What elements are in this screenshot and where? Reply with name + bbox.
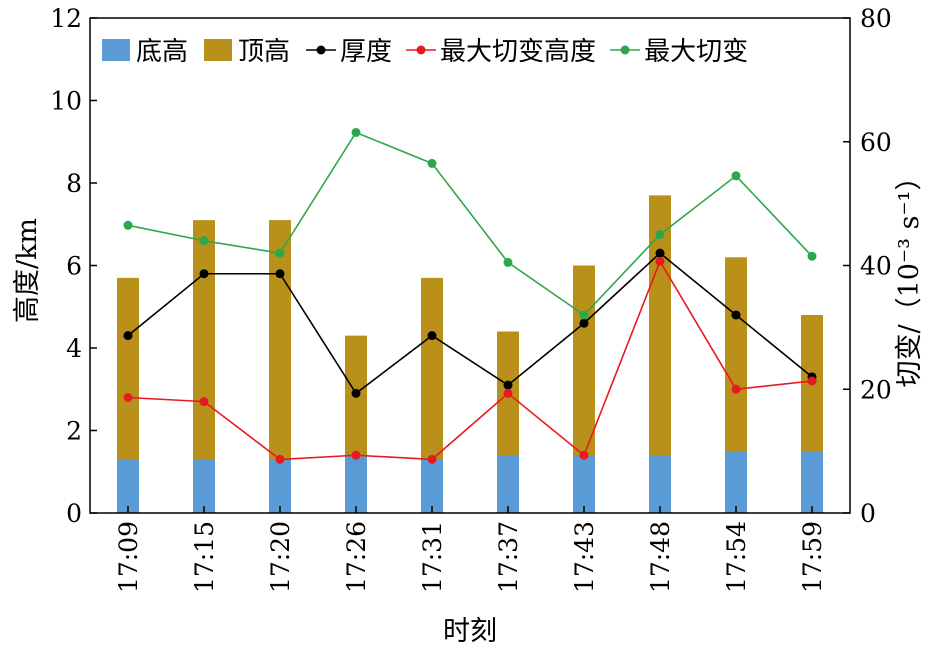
x-tick-label: 17:37 xyxy=(494,521,523,593)
y-axis-title: 高度/km xyxy=(12,218,43,323)
series-point-2 xyxy=(731,171,741,181)
series-point-1 xyxy=(579,450,589,460)
series-point-1 xyxy=(351,450,361,460)
series-point-0 xyxy=(123,331,133,341)
x-tick-label: 17:43 xyxy=(570,521,599,593)
legend-label: 底高 xyxy=(136,37,188,67)
series-line-1 xyxy=(127,259,813,461)
series-point-0 xyxy=(351,388,361,398)
series-point-2 xyxy=(123,220,133,230)
series-point-2 xyxy=(351,127,361,137)
series-point-2 xyxy=(807,251,817,261)
series-point-2 xyxy=(427,158,437,168)
y-tick-label: 2 xyxy=(66,417,82,446)
y-tick-label: 0 xyxy=(66,499,82,528)
y-tick-label: 8 xyxy=(66,169,82,198)
series-point-1 xyxy=(807,376,817,386)
y-tick-label: 4 xyxy=(66,334,82,363)
series-point-1 xyxy=(731,384,741,394)
legend-swatch-marker xyxy=(620,45,630,55)
x-tick-label: 17:09 xyxy=(114,521,143,593)
series-line-2 xyxy=(127,131,813,317)
bar-base-height xyxy=(801,451,823,513)
bar-base-height xyxy=(193,459,215,513)
y-tick-label: 12 xyxy=(50,4,82,33)
y2-tick-label: 60 xyxy=(860,128,892,157)
y-tick-label: 6 xyxy=(66,252,82,281)
series-point-1 xyxy=(655,256,665,266)
bar-base-height xyxy=(421,459,443,513)
series-point-2 xyxy=(579,310,589,320)
lines-layer xyxy=(123,127,817,464)
series-point-2 xyxy=(503,257,513,267)
legend-label: 厚度 xyxy=(340,37,392,67)
legend-swatch-marker xyxy=(416,45,426,55)
series-point-1 xyxy=(427,454,437,464)
y2-tick-label: 40 xyxy=(860,252,892,281)
series-line-0 xyxy=(127,252,813,395)
series-point-1 xyxy=(503,388,513,398)
axes-layer: 0 2 4 6 8 10 12 0 20 40 60 80 17:09 17:15 17:20 17:26 17… xyxy=(50,4,892,593)
y2-tick-label: 80 xyxy=(860,4,892,33)
legend-swatch-bar xyxy=(204,39,233,61)
x-axis-title: 时刻 xyxy=(443,616,497,647)
legend-label: 最大切变 xyxy=(644,37,748,67)
series-point-0 xyxy=(275,269,285,279)
x-tick-label: 17:59 xyxy=(798,521,827,593)
x-tick-label: 17:48 xyxy=(646,521,675,593)
legend: 底高 顶高 厚度 最大切变高度 最大切变 xyxy=(102,37,748,67)
legend-label: 最大切变高度 xyxy=(440,37,596,67)
y-tick-label: 10 xyxy=(50,87,82,116)
x-tick-label: 17:26 xyxy=(342,521,371,593)
bar-base-height xyxy=(725,451,747,513)
series-point-2 xyxy=(199,236,209,246)
bar-base-height xyxy=(117,459,139,513)
series-point-0 xyxy=(199,269,209,279)
x-tick-label: 17:20 xyxy=(266,521,295,593)
series-point-1 xyxy=(275,454,285,464)
series-point-0 xyxy=(503,380,513,390)
bar-base-height xyxy=(345,455,367,513)
series-point-1 xyxy=(199,397,209,407)
legend-label: 顶高 xyxy=(238,37,290,67)
series-point-0 xyxy=(655,248,665,258)
series-point-0 xyxy=(427,331,437,341)
x-tick-label: 17:31 xyxy=(418,521,447,593)
y2-axis-title: 切变/（10⁻³ s⁻¹） xyxy=(894,163,925,387)
bar-top-height xyxy=(193,220,215,513)
bar-top-height xyxy=(269,220,291,513)
x-tick-label: 17:54 xyxy=(722,521,751,593)
bar-base-height xyxy=(269,459,291,513)
bar-base-height xyxy=(497,455,519,513)
y2-tick-label: 20 xyxy=(860,375,892,404)
bar-base-height xyxy=(649,455,671,513)
x-tick-label: 17:15 xyxy=(190,521,219,593)
series-point-2 xyxy=(655,230,665,240)
series-point-0 xyxy=(731,310,741,320)
series-point-1 xyxy=(123,393,133,402)
series-point-2 xyxy=(275,248,285,258)
legend-swatch-bar xyxy=(102,39,130,61)
bar-base-height xyxy=(573,455,595,513)
series-point-0 xyxy=(579,318,589,328)
y2-tick-label: 0 xyxy=(860,499,876,528)
legend-swatch-marker xyxy=(316,45,326,55)
